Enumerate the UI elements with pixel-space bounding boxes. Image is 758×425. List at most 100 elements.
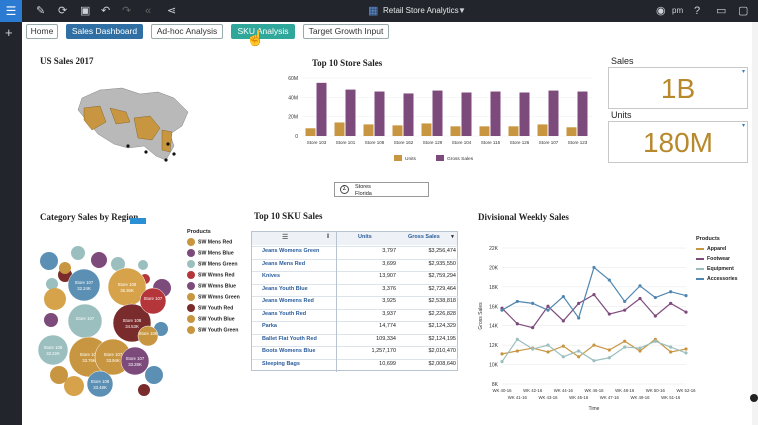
bubble-value: 33.94K [106, 358, 120, 363]
share-icon[interactable]: ⋖ [167, 5, 177, 17]
table-row[interactable]: Jeans Youth Blue 3,376 $2,729,464 [252, 283, 458, 296]
x-tick-label: Store 108 [365, 140, 385, 145]
save-icon[interactable]: ▣ [80, 5, 91, 17]
table-row[interactable]: Jeans Womens Green 3,797 $3,256,474 [252, 246, 458, 258]
legend-item[interactable]: Apparel [696, 245, 726, 253]
bubble-value: 32.24K [77, 286, 91, 291]
legend-item[interactable]: SW Mens Red [187, 238, 232, 248]
data-point [546, 304, 550, 308]
x-tick-label: WK 50-16 [646, 388, 666, 393]
bubble [91, 252, 107, 268]
bar-units [537, 124, 548, 136]
data-point [592, 343, 596, 347]
data-point [500, 352, 504, 356]
x-tick-label: WK 42-16 [523, 388, 543, 393]
x-tick-label: WK 41-16 [508, 395, 528, 400]
column-resize-icon[interactable]: ‖ [327, 234, 330, 240]
units-kpi-card[interactable]: 180M ▾ [608, 121, 748, 163]
legend-label: SW Mens Blue [198, 250, 234, 257]
sku-gross-sales: $2,008,640 [428, 360, 456, 367]
data-point [669, 301, 673, 305]
divisional-legend: Apparel Footwear Equipment Accessories [696, 245, 752, 289]
undo-icon[interactable]: ↶ [101, 5, 111, 17]
data-point [577, 349, 581, 353]
chevron-down-icon[interactable]: ▼ [458, 6, 466, 15]
bubble [44, 288, 66, 310]
legend-item[interactable]: SW Wmns Red [187, 271, 235, 281]
table-row[interactable]: Knives 13,907 $2,759,294 [252, 271, 458, 283]
legend-item[interactable]: SW Mens Blue [187, 249, 234, 259]
y-tick-label: 40M [288, 95, 298, 101]
header-units[interactable]: Units [358, 234, 372, 240]
sku-gross-sales: $2,124,195 [428, 335, 456, 342]
table-row[interactable]: Jeans Youth Red 3,937 $2,226,828 [252, 308, 458, 321]
add-icon[interactable]: + [5, 25, 13, 40]
comment-icon[interactable]: ▢ [738, 5, 749, 17]
us-sales-map[interactable] [70, 68, 200, 168]
legend-item[interactable]: SW Youth Blue [187, 315, 235, 325]
legend-item[interactable]: SW Youth Green [187, 326, 238, 336]
bar-units [392, 125, 403, 136]
table-row[interactable]: Sleeping Bags 10,699 $2,008,640 [252, 358, 458, 371]
legend-item[interactable]: SW Mens Green [187, 260, 238, 270]
legend-label: SW Wmns Green [198, 294, 240, 301]
bar-units [305, 128, 316, 136]
store-filter-box[interactable]: Σ Stores Florida [334, 182, 429, 197]
tab-sku-analysis[interactable]: SKU Analysis [231, 24, 295, 39]
tab-target-growth-input[interactable]: Target Growth Input [303, 24, 389, 39]
image-icon[interactable]: ▭ [716, 5, 727, 17]
tab-adhoc-analysis[interactable]: Ad-hoc Analysis [151, 24, 223, 39]
x-tick-label: WK 51-16 [661, 395, 681, 400]
refresh-icon[interactable]: ⟳ [58, 5, 68, 17]
help-icon[interactable]: ? [694, 5, 701, 17]
left-rail: + [0, 22, 22, 425]
dashboard-title[interactable]: Retail Store Analytics [383, 6, 459, 15]
legend-item[interactable]: SW Wmns Green [187, 293, 240, 303]
hand-cursor-icon: ☝ [246, 30, 265, 47]
table-row[interactable]: Jeans Womens Red 3,925 $2,538,818 [252, 296, 458, 308]
legend-item[interactable]: SW Wmns Blue [187, 282, 236, 292]
sku-name: Ballet Flat Youth Red [262, 335, 317, 342]
category-legend-title: Products [187, 229, 211, 235]
sort-icon[interactable]: ▼ [450, 234, 455, 240]
user-name[interactable]: pm [672, 6, 684, 15]
bubble-label: Store 108 [139, 331, 158, 336]
y-tick-label: 20M [288, 115, 298, 121]
redo-icon[interactable]: ↷ [122, 5, 132, 17]
data-point [500, 360, 504, 364]
bubble [138, 384, 150, 396]
bubble-value: 33.48K [93, 385, 107, 390]
bubble-label: Store 108 [44, 345, 63, 350]
tab-home[interactable]: Home [26, 24, 58, 39]
divisional-line-chart[interactable]: 8K 10K 12K 14K 16K 18K 20K 22K WK 40-16 WK 41-16 W… [470, 226, 700, 418]
sku-sales-table[interactable]: ☰ ‖ Units Gross Sales ▼ Jeans Womens Gre… [251, 231, 458, 372]
table-row[interactable]: Boots Womens Blue 1,257,170 $2,010,470 [252, 346, 458, 358]
sku-units: 109,334 [376, 335, 396, 342]
table-row[interactable]: Parka 14,774 $2,124,329 [252, 321, 458, 333]
store-sales-chart[interactable]: 0 20M 40M 60M Store 103 Store 101 Store 108 Sto… [282, 70, 602, 166]
legend-item[interactable]: Footwear [696, 255, 730, 263]
right-scroll-rail[interactable] [752, 22, 758, 425]
sku-units: 10,699 [379, 360, 396, 367]
bubble-label: Store 108 [91, 379, 110, 384]
table-row[interactable]: Ballet Flat Youth Red 109,334 $2,124,195 [252, 333, 458, 346]
bubble [139, 287, 167, 315]
pencil-icon[interactable]: ✎ [36, 5, 46, 17]
bubble [44, 313, 58, 327]
legend-item[interactable]: Accessories [696, 275, 738, 283]
legend-item[interactable]: SW Youth Red [187, 304, 233, 314]
table-row[interactable]: Jeans Mens Red 3,699 $2,935,550 [252, 258, 458, 271]
filter-label-stores: Stores [355, 184, 371, 190]
menu-icon[interactable]: ☰ [0, 0, 22, 22]
column-menu-icon[interactable]: ☰ [282, 234, 289, 241]
rewind-icon[interactable]: « [145, 5, 152, 17]
header-gross-sales[interactable]: Gross Sales [408, 234, 440, 240]
legend-item[interactable]: Equipment [696, 265, 734, 273]
sales-kpi-card[interactable]: 1B ▾ [608, 67, 748, 109]
sku-name: Jeans Womens Green [262, 248, 320, 254]
legend-swatch [187, 260, 195, 268]
user-icon[interactable]: ◉ [656, 5, 666, 17]
tab-sales-dashboard[interactable]: Sales Dashboard [66, 24, 143, 39]
scroll-dot[interactable] [750, 394, 758, 402]
